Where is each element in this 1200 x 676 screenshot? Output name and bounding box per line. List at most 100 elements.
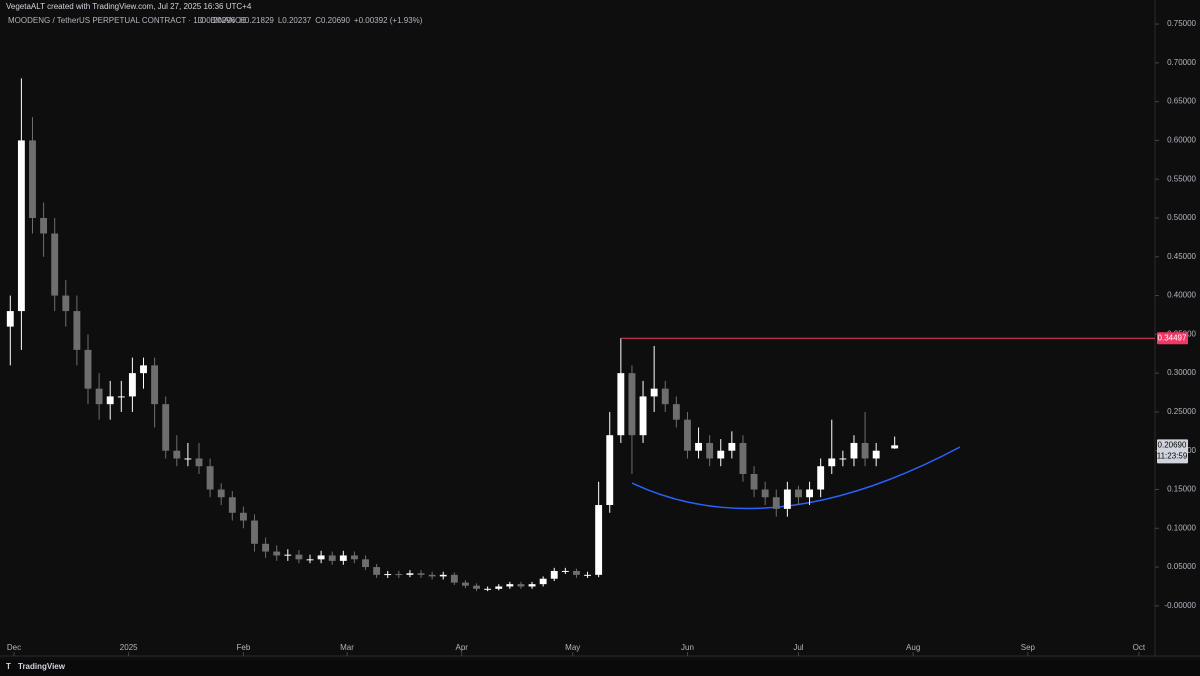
candle-body: [595, 505, 603, 575]
candle-body: [406, 573, 414, 575]
candle-body: [284, 554, 292, 556]
ohlc-value: L0.20237: [278, 16, 312, 25]
candle-body: [106, 396, 114, 405]
candle-body: [373, 567, 381, 575]
candle-body: [162, 404, 170, 451]
y-tick-label: 0.65000: [1167, 97, 1196, 106]
candle-body: [528, 584, 536, 587]
candle-body: [772, 497, 780, 509]
x-tick-label: May: [565, 643, 580, 652]
x-tick-label: Sep: [1021, 643, 1036, 652]
candle-body: [539, 578, 547, 585]
candle-body: [795, 489, 802, 498]
candle-body: [550, 570, 558, 579]
candle-body: [184, 458, 192, 460]
candle-body: [628, 373, 636, 436]
candle-body: [828, 458, 836, 467]
candle-body: [395, 574, 403, 576]
candle-body: [672, 404, 680, 420]
footer-brand: TradingView: [18, 662, 66, 671]
last-price-label: 0.20690: [1158, 440, 1187, 449]
candle-body: [739, 442, 747, 474]
candle-body: [473, 585, 480, 589]
candle-body: [62, 295, 70, 312]
candle-body: [384, 574, 392, 576]
candle-body: [684, 419, 691, 451]
candle-body: [850, 442, 858, 459]
candle-body: [706, 442, 714, 459]
candle-body: [573, 570, 580, 575]
arc-drawing: [631, 446, 961, 510]
y-tick-label: -0.00000: [1164, 601, 1196, 610]
ohlc-value: C0.20690: [315, 16, 350, 25]
x-tick-label: Jun: [681, 643, 694, 652]
candle-body: [695, 442, 702, 451]
candle-body: [661, 388, 669, 405]
footer-bar: [0, 660, 1200, 676]
level-label: 0.34497: [1158, 333, 1187, 342]
candle-body: [117, 396, 125, 398]
y-tick-label: 0.60000: [1167, 136, 1196, 145]
candle-body: [561, 570, 569, 572]
candle-body: [206, 466, 214, 490]
x-tick-label: 2025: [120, 643, 138, 652]
candle-body: [495, 586, 503, 589]
candle-body: [51, 233, 59, 296]
candle-body: [428, 574, 436, 577]
candle-body: [95, 388, 103, 405]
candle-body: [228, 497, 236, 513]
x-tick-label: Jul: [793, 643, 803, 652]
candle-body: [273, 551, 281, 556]
x-tick-label: Apr: [456, 643, 469, 652]
candle-body: [461, 582, 469, 586]
x-tick-label: Feb: [237, 643, 251, 652]
y-tick-label: 0.70000: [1167, 58, 1196, 67]
candle-body: [783, 489, 791, 509]
candle-body: [839, 458, 847, 460]
y-tick-label: 0.10000: [1167, 523, 1196, 532]
candle-body: [151, 365, 159, 405]
last-price-bg: [1157, 439, 1188, 464]
x-tick-label: Oct: [1133, 643, 1146, 652]
y-tick-label: 0.25000: [1167, 407, 1196, 416]
candle-body: [84, 349, 92, 389]
candle-body: [584, 574, 591, 576]
candle-body: [761, 489, 769, 498]
candle-body: [262, 543, 270, 552]
candle-body: [606, 435, 614, 506]
candle-body: [484, 588, 492, 590]
level-label-bg: [1157, 332, 1188, 345]
candle-body: [6, 311, 14, 327]
candle-body: [40, 217, 48, 234]
candle-body: [17, 140, 25, 312]
candle-body: [728, 442, 736, 451]
x-tick-label: Aug: [906, 643, 920, 652]
candle-body: [639, 396, 647, 436]
y-tick-label: 0.30000: [1167, 368, 1196, 377]
candle-body: [251, 520, 258, 544]
x-tick-label: Dec: [7, 643, 21, 652]
ohlc-value: O0.20296: [200, 16, 236, 25]
candle-body: [517, 584, 525, 587]
candle-body: [140, 365, 147, 374]
candle-body: [750, 473, 758, 490]
candle-body: [339, 555, 347, 561]
candle-body: [617, 373, 625, 436]
candle-body: [73, 311, 81, 350]
candle-body: [806, 489, 814, 498]
candle-body: [439, 574, 447, 577]
candle-body: [861, 442, 869, 459]
candle-body: [306, 559, 314, 561]
y-tick-label: 0.45000: [1167, 252, 1196, 261]
candle-body: [817, 466, 825, 490]
chart-title: VegetaALT created with TradingView.com, …: [6, 2, 252, 11]
candle-body: [173, 450, 181, 459]
candle-body: [328, 555, 336, 561]
candle-body: [295, 554, 303, 560]
candle-body: [195, 458, 203, 467]
candle-body: [417, 573, 425, 575]
candle-body: [450, 574, 458, 583]
y-tick-label: 0.05000: [1167, 562, 1196, 571]
candle-body: [650, 388, 658, 397]
